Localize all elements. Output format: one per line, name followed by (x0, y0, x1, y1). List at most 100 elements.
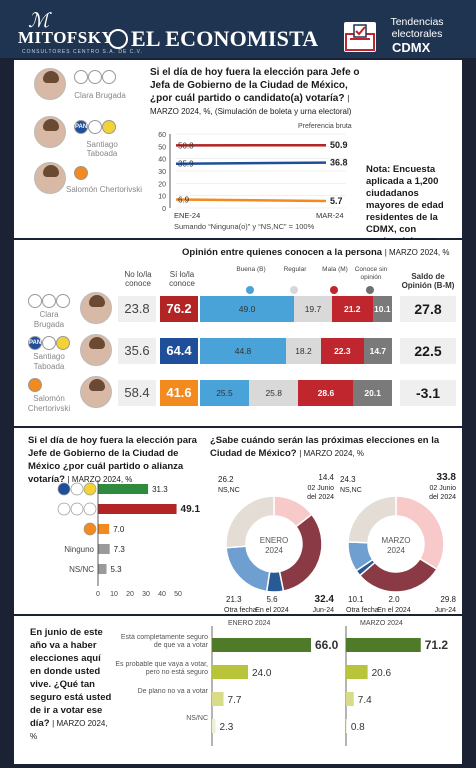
mitofsky-tagline: CONSULTORES CENTRO S.A. DE C.V. (22, 49, 143, 55)
si-conoce-value: 64.4 (160, 338, 198, 364)
chart-caption: Preferencia bruta (298, 123, 352, 130)
slice-label: 10.1 (348, 595, 364, 604)
bar (212, 719, 216, 733)
candidate-name: Santiago Taboada (86, 140, 118, 158)
opinion-title-text: Opinión entre quienes conocen a la perso… (182, 247, 383, 258)
slice-label: NS,NC (218, 487, 240, 494)
slice-label: 29.8 (440, 595, 456, 604)
y-tick-label: 30 (158, 169, 166, 176)
candidate-name: Salomón Chertorivski (27, 394, 71, 413)
opinion-segment: 19.7 (294, 296, 332, 322)
party-logo-icon (83, 522, 97, 536)
page-header: ℳ MITOFSKY CONSULTORES CENTRO S.A. DE C.… (0, 0, 476, 58)
data-label: 31.3 (152, 485, 168, 494)
tendencias-title: Tendencias electorales (390, 16, 444, 40)
category-label-box: Está completamente seguro de que va a vo… (121, 634, 208, 649)
category-label: De plano no va a votar (137, 688, 208, 695)
category-label-box: NS/NC (186, 715, 208, 722)
slice-label: Otra fecha (224, 607, 257, 612)
data-label: 49.1 (181, 504, 201, 515)
y-tick-label: 10 (158, 194, 166, 201)
party-vote-bar-chart: 31.3 49.1 7.0 7.3 Ninguno 5.3 NS/NC 0 10 20 30 40 50 (57, 480, 201, 598)
bar (346, 638, 421, 652)
y-tick-label: 50 (158, 144, 166, 151)
party-logo-icon (57, 502, 71, 516)
series-line (175, 198, 327, 203)
legend-label: Buena (B) (236, 266, 266, 273)
y-tick-label: 60 (158, 132, 166, 139)
data-label: 5.3 (110, 565, 122, 574)
certainty-question: En junio de este año va a haber eleccion… (30, 626, 114, 743)
party-logo-icon: PAN (28, 336, 42, 350)
mitofsky-mark-icon: ℳ (28, 10, 50, 32)
donut-center-label: ENERO (260, 536, 288, 545)
pie-slice (278, 513, 323, 592)
pri-logo-icon (88, 120, 102, 134)
certainty-question-meta: | MARZO 2024, % (30, 719, 108, 741)
party-logo-icon (57, 482, 71, 496)
slice-label: 24.3 (340, 475, 356, 484)
donut-center-label: MARZO (382, 536, 411, 545)
data-label: 6.9 (178, 195, 190, 204)
slice-label: Jun-24 (313, 607, 335, 612)
slice-label: del 2024 (429, 494, 456, 501)
col-header-no: No lo/la conoce (124, 270, 152, 288)
legend-label: Mala (M) (322, 266, 348, 273)
question-meta: | MARZO 2024, %, (Simulación de boleta y… (150, 94, 352, 116)
x-tick-label: 10 (110, 591, 118, 598)
election-date-question: ¿Sabe cuándo serán las próximas eleccion… (210, 434, 458, 460)
question-text: Si el día de hoy fuera la elección para … (150, 67, 360, 104)
election-date-question-meta: | MARZO 2024, % (299, 449, 364, 458)
avatar-santiago-taboada (34, 116, 66, 148)
chart-footnote: Sumando “Ninguna(o)” y “NS,NC” = 100% (174, 222, 315, 231)
party-logo-icon (28, 378, 42, 392)
party-logo-icon (83, 502, 97, 516)
no-conoce-value: 23.8 (118, 296, 156, 322)
series-line (175, 161, 327, 165)
no-conoce-value: 35.6 (118, 338, 156, 364)
party-logo-icon (56, 336, 70, 350)
opinion-segment: 25.5 (200, 380, 249, 406)
data-label: 24.0 (252, 668, 272, 679)
pan-logo-icon: PAN (74, 120, 88, 134)
candidate-name: Salomón Chertorivski (65, 185, 143, 194)
panel-opinion: Opinión entre quienes conocen a la perso… (14, 240, 462, 426)
candidate-name: Clara Brugada (74, 91, 126, 100)
slice-label: 02 Junio (308, 485, 335, 492)
slice-label: 21.3 (226, 595, 242, 604)
candidate-name: Santiago Taboada (33, 352, 65, 371)
party-logo-icon (56, 294, 70, 308)
economista-logo: EL ECONOMISTA (131, 26, 319, 51)
x-tick-label: 30 (142, 591, 150, 598)
slice-label: 02 Junio (430, 485, 457, 492)
prd-logo-icon (102, 120, 116, 134)
opinion-segment: 20.1 (353, 380, 392, 406)
party-logo-icon (42, 336, 56, 350)
legend-swatch (330, 286, 338, 294)
economista-mark-icon (108, 29, 128, 49)
ballot-box-icon (344, 22, 376, 52)
category-label: Ninguno (64, 545, 94, 554)
slice-label: 5.6 (266, 595, 278, 604)
x-tick-label: MAR-24 (316, 211, 344, 220)
bar (98, 484, 149, 494)
legend-swatch (290, 286, 298, 294)
y-tick-label: 20 (158, 181, 166, 188)
data-label: 0.8 (351, 722, 365, 733)
legend-swatch (246, 286, 254, 294)
panel-vote-certainty: En junio de este año va a haber eleccion… (14, 616, 462, 764)
category-label: NS/NC (186, 715, 208, 722)
party-logo-icon (42, 294, 56, 308)
col-enero: ENERO 2024 (228, 620, 271, 627)
avatar-clara-brugada (34, 68, 66, 100)
party-vote-question-text: Si el día de hoy fuera la elección para … (28, 435, 197, 485)
opinion-segment: 49.0 (200, 296, 295, 322)
opinion-segment: 14.7 (363, 338, 392, 364)
bar (346, 665, 368, 679)
panel-party-vote-and-election-date: Si el día de hoy fuera la elección para … (14, 428, 462, 614)
opinion-title: Opinión entre quienes conocen a la perso… (182, 246, 462, 259)
bar (212, 665, 248, 679)
col-header-saldo: Saldo de Opinión (B-M) (401, 272, 455, 290)
slice-label: Otra fecha (346, 607, 379, 612)
